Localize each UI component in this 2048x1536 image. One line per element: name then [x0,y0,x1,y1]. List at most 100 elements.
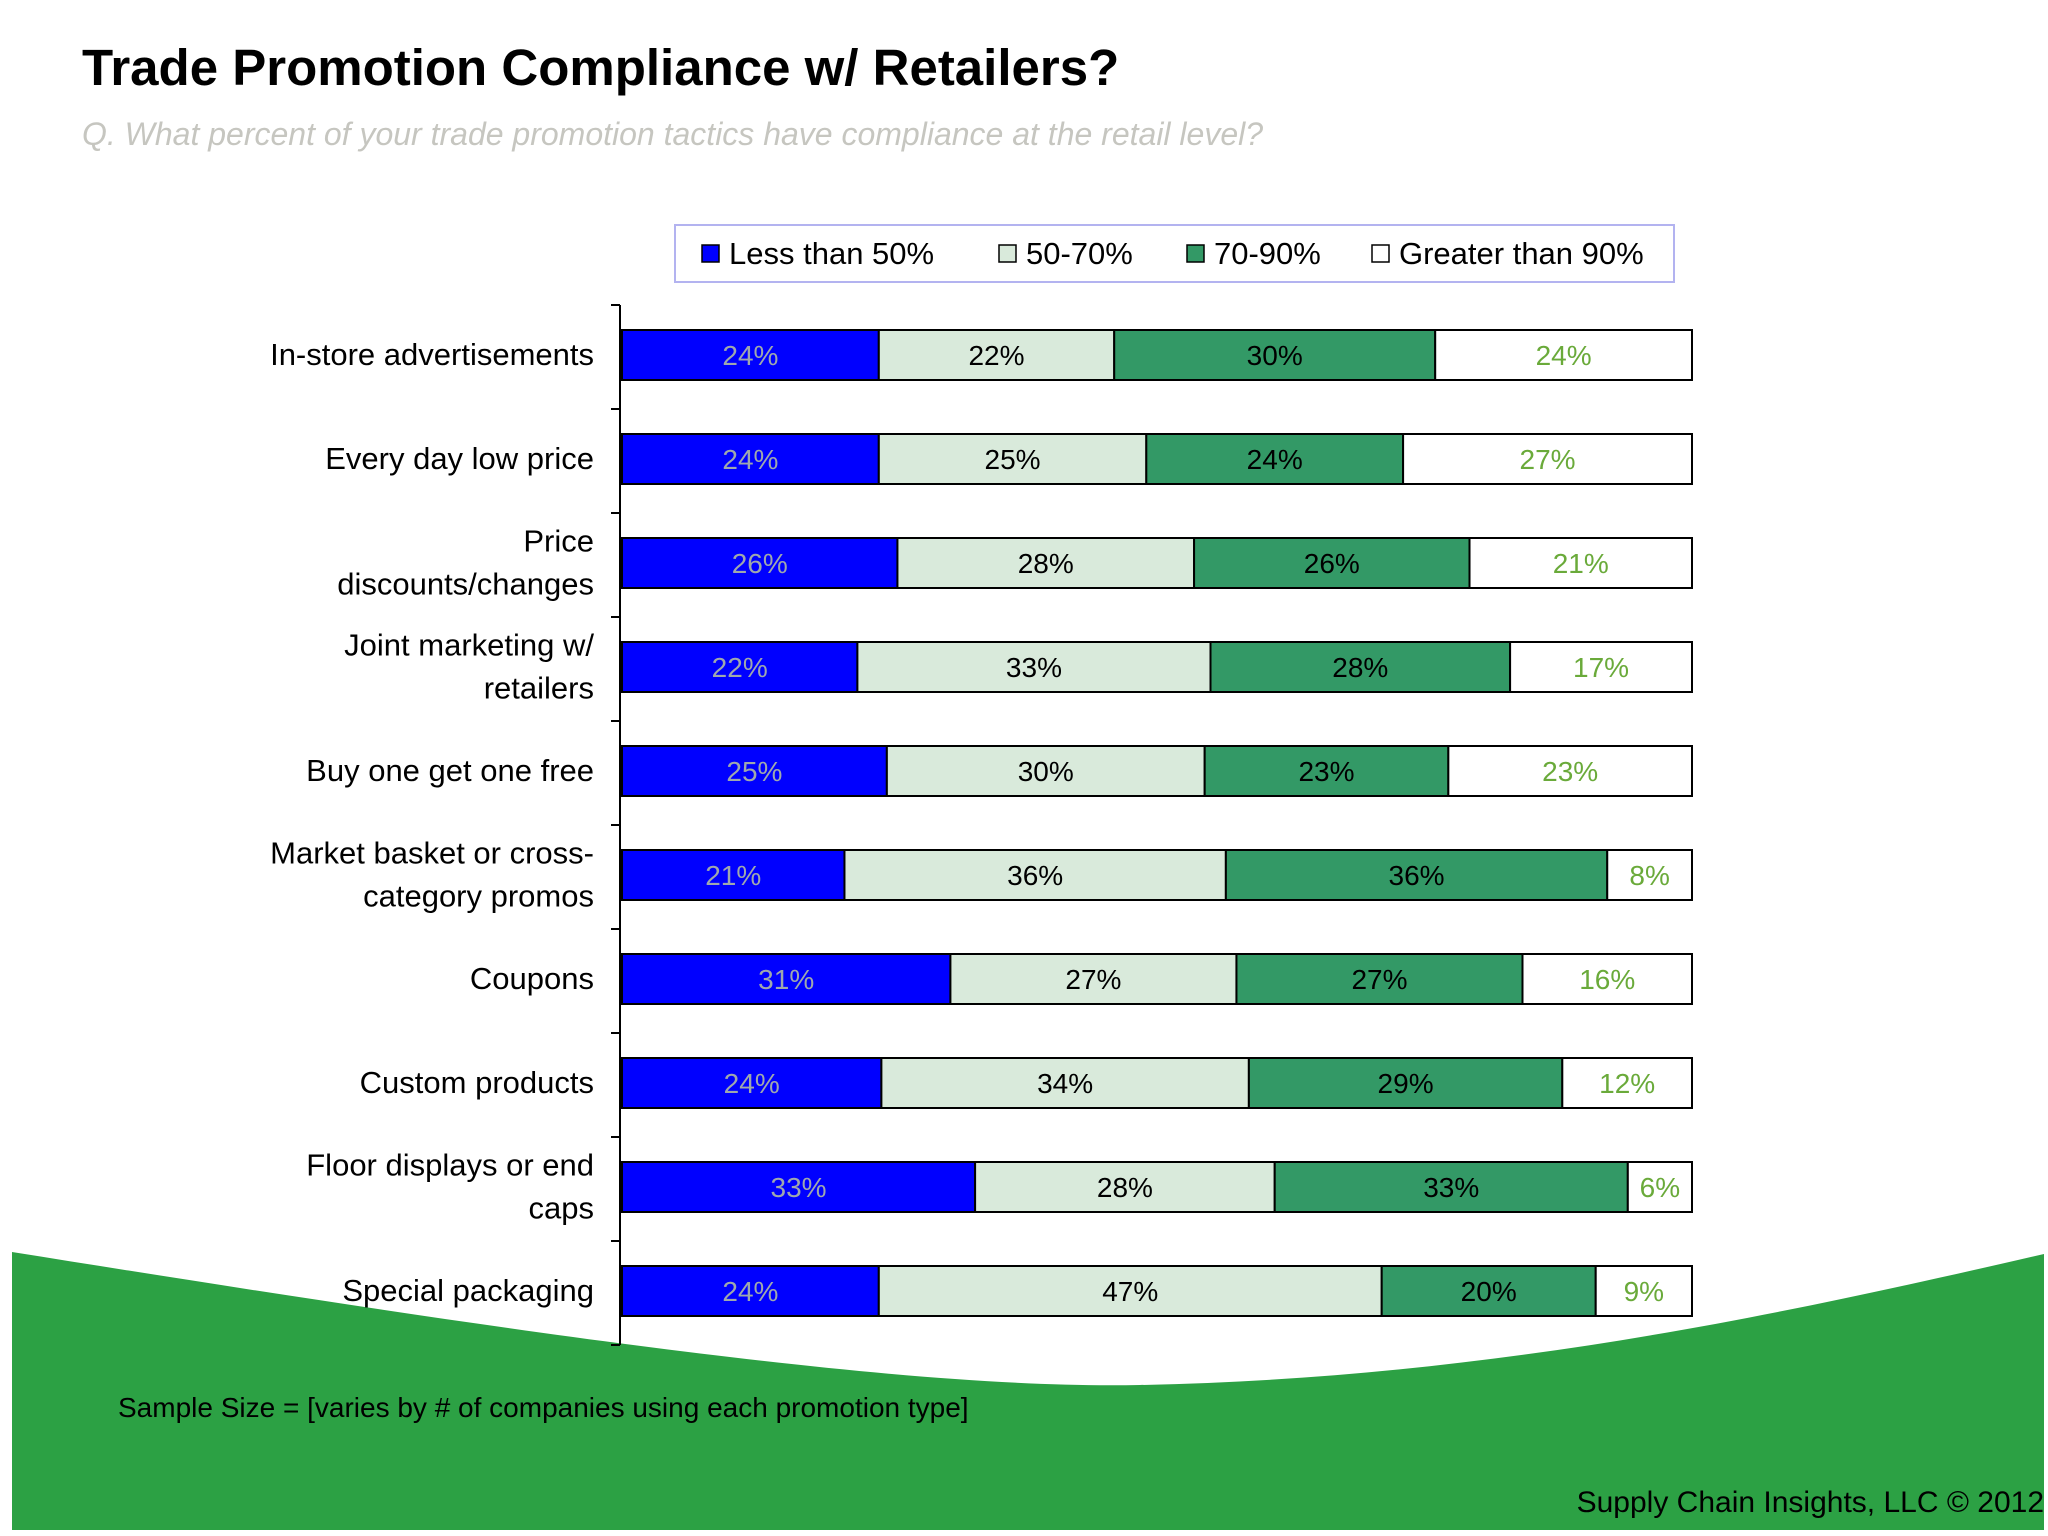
legend-swatch [701,244,720,263]
chart-legend: Less than 50% 50-70% 70-90% Greater than 90… [674,224,1675,283]
data-label: 6% [1640,1172,1680,1203]
category-labels: In-store advertisements Every day low pri… [270,337,594,1308]
bar-segment [1209,641,1512,693]
bar-segment [1606,849,1694,901]
bar-segment [621,537,899,589]
bar-segment [1561,1057,1693,1109]
data-label: 17% [1573,652,1629,683]
bar-segment [1626,1161,1694,1213]
bar-row: 26% 28% 26% 21% [621,537,1694,589]
bar-segment [1247,1057,1564,1109]
legend-label: Less than 50% [729,236,934,271]
data-label: 27% [1520,444,1576,475]
page-title: Trade Promotion Compliance w/ Retailers? [82,39,1120,96]
category-label: Custom products [360,1065,594,1100]
bar-group: 24% 22% 30% 24% 24% 25% 24% 27% 26% 28% 26% 21% 22% 3… [621,329,1694,1317]
data-label: 22% [712,652,768,683]
bar-segment [621,745,888,797]
data-label: 33% [1006,652,1062,683]
bar-segment [1224,849,1609,901]
data-label: 30% [1247,340,1303,371]
category-label: In-store advertisements [270,337,594,372]
data-label: 31% [758,964,814,995]
category-label: Floor displays or end [306,1148,594,1183]
bar-segment [843,849,1227,901]
bar-segment [1447,745,1694,797]
legend-swatch [998,244,1017,263]
data-label: 33% [1423,1172,1479,1203]
legend-item: Less than 50% [701,236,934,271]
green-wave-shape [12,1252,2044,1530]
bar-segment [1521,953,1693,1005]
data-label: 28% [1018,548,1074,579]
bar-segment [1273,1161,1629,1213]
data-label: 36% [1389,860,1445,891]
category-label: retailers [484,671,594,706]
category-label: Joint marketing w/ [344,628,594,663]
bar-segment [885,745,1206,797]
category-label: Coupons [470,961,594,996]
legend-label: 70-90% [1214,236,1321,271]
legend-item: Greater than 90% [1371,236,1644,271]
legend-box [674,224,1675,283]
data-label: 24% [722,340,778,371]
legend-swatch [1371,244,1390,263]
category-label: Price [523,524,594,559]
bar-segment [1594,1265,1693,1317]
data-label: 28% [1097,1172,1153,1203]
legend-label: 50-70% [1026,236,1133,271]
data-label: 28% [1332,652,1388,683]
bar-row: 25% 30% 23% 23% [621,745,1694,797]
data-label: 30% [1018,756,1074,787]
bar-row: 24% 22% 30% 24% [621,329,1693,381]
data-label: 24% [722,1276,778,1307]
data-label: 24% [724,1068,780,1099]
category-label: category promos [363,879,594,914]
data-label: 12% [1599,1068,1655,1099]
data-label: 22% [968,340,1024,371]
data-label: 47% [1102,1276,1158,1307]
bar-segment [621,849,846,901]
data-label: 36% [1007,860,1063,891]
legend-item: 50-70% [998,236,1133,271]
bar-segment [621,641,859,693]
bar-segment [974,1161,1276,1213]
bar-segment [1402,433,1693,485]
footer-credit: Supply Chain Insights, LLC © 2012 [1576,1486,2044,1519]
data-label: 9% [1624,1276,1664,1307]
category-label: discounts/changes [337,567,594,602]
data-label: 29% [1378,1068,1434,1099]
bar-segment [1193,537,1471,589]
bar-segment [1434,329,1693,381]
data-label: 24% [1247,444,1303,475]
bar-segment [621,1265,880,1317]
data-label: 23% [1542,756,1598,787]
category-label: Every day low price [325,441,594,476]
data-label: 23% [1298,756,1354,787]
bar-segment [856,641,1212,693]
bar-segment [1468,537,1694,589]
data-label: 27% [1065,964,1121,995]
legend-item: 70-90% [1186,236,1321,271]
bar-row: 22% 33% 28% 17% [621,641,1693,693]
category-axis [611,304,621,1346]
page-subtitle: Q. What percent of your trade promotion … [82,116,1264,152]
bar-row: 24% 25% 24% 27% [621,433,1693,485]
category-label: Special packaging [342,1273,594,1308]
category-label: caps [529,1191,594,1226]
bar-segment [1203,745,1450,797]
bar-segment [896,537,1196,589]
bar-row: 33% 28% 33% 6% [621,1161,1694,1213]
data-label: 21% [1553,548,1609,579]
data-label: 8% [1629,860,1669,891]
data-label: 33% [771,1172,827,1203]
data-label: 20% [1461,1276,1517,1307]
bar-segment [621,1057,883,1109]
data-label: 34% [1037,1068,1093,1099]
sample-size-note: Sample Size = [varies by # of companies … [118,1392,969,1423]
data-label: 25% [726,756,782,787]
data-label: 27% [1351,964,1407,995]
category-label: Buy one get one free [306,753,594,788]
